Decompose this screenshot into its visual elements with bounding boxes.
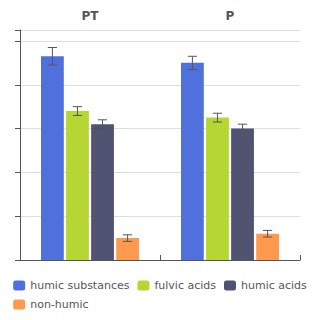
svg-text:P: P xyxy=(226,9,235,23)
svg-text:humic substances: humic substances xyxy=(30,279,130,292)
svg-text:humic acids: humic acids xyxy=(241,279,307,292)
svg-text:non-humic: non-humic xyxy=(30,298,88,311)
svg-text:PT: PT xyxy=(82,9,100,23)
svg-text:fulvic acids: fulvic acids xyxy=(154,279,216,292)
